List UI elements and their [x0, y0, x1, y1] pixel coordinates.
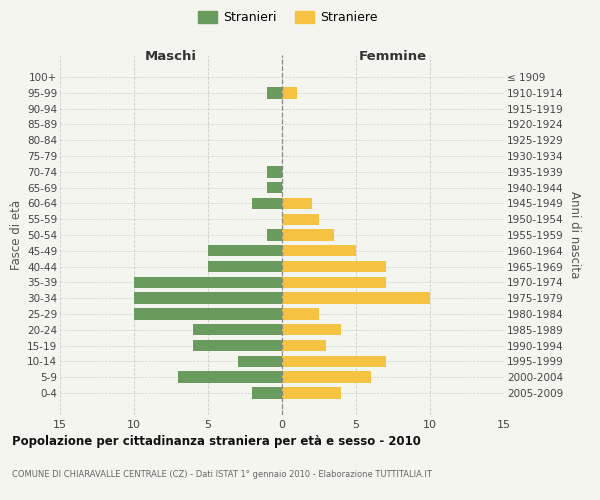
- Bar: [253, 198, 282, 209]
- Bar: [282, 214, 319, 225]
- Bar: [282, 388, 341, 398]
- Bar: [178, 372, 282, 383]
- Bar: [282, 230, 334, 240]
- Bar: [238, 356, 282, 367]
- Bar: [282, 261, 386, 272]
- Bar: [282, 324, 341, 336]
- Bar: [267, 87, 282, 99]
- Text: COMUNE DI CHIARAVALLE CENTRALE (CZ) - Dati ISTAT 1° gennaio 2010 - Elaborazione : COMUNE DI CHIARAVALLE CENTRALE (CZ) - Da…: [12, 470, 432, 479]
- Bar: [267, 182, 282, 194]
- Bar: [282, 372, 371, 383]
- Bar: [282, 308, 319, 320]
- Text: Maschi: Maschi: [145, 50, 197, 63]
- Bar: [208, 261, 282, 272]
- Bar: [134, 308, 282, 320]
- Bar: [282, 340, 326, 351]
- Bar: [282, 198, 311, 209]
- Text: Femmine: Femmine: [359, 50, 427, 63]
- Bar: [282, 292, 430, 304]
- Bar: [193, 340, 282, 351]
- Bar: [267, 230, 282, 240]
- Bar: [253, 388, 282, 398]
- Bar: [193, 324, 282, 336]
- Y-axis label: Fasce di età: Fasce di età: [10, 200, 23, 270]
- Bar: [282, 87, 297, 99]
- Bar: [208, 245, 282, 256]
- Bar: [134, 276, 282, 288]
- Bar: [282, 276, 386, 288]
- Legend: Stranieri, Straniere: Stranieri, Straniere: [193, 6, 383, 29]
- Bar: [267, 166, 282, 177]
- Bar: [134, 292, 282, 304]
- Y-axis label: Anni di nascita: Anni di nascita: [568, 192, 581, 278]
- Text: Popolazione per cittadinanza straniera per età e sesso - 2010: Popolazione per cittadinanza straniera p…: [12, 435, 421, 448]
- Bar: [282, 356, 386, 367]
- Bar: [282, 245, 356, 256]
